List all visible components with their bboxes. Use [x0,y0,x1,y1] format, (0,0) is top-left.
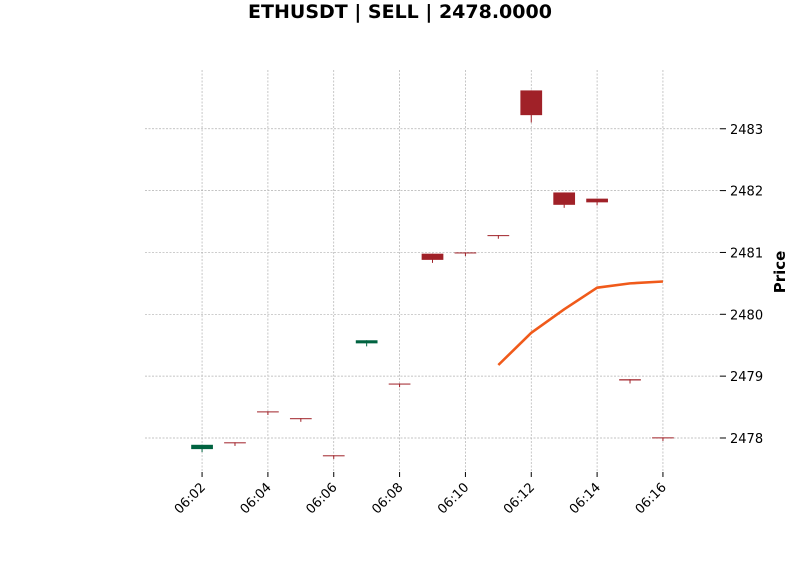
series-line [497,280,664,366]
y-tick-label: 2478 [730,432,763,447]
y-tick-label: 2479 [730,370,763,385]
x-tick-label: 06:12 [501,480,538,517]
candle-up [355,340,378,344]
candle-down [652,437,674,439]
x-tick-label: 06:06 [303,480,340,517]
candle-down [553,192,576,205]
y-tick-label: 2481 [730,246,763,261]
x-tick-label: 06:14 [567,480,604,517]
chart-title: ETHUSDT | SELL | 2478.0000 [248,1,552,23]
x-tick-label: 06:08 [369,480,406,517]
candle-down [289,418,312,420]
y-axis-label: Price [771,251,789,294]
candle-down [257,411,279,413]
y-tick-label: 2483 [730,123,763,138]
x-tick-label: 06:04 [238,480,275,517]
candle-down [619,379,641,381]
candle-layer [191,90,674,459]
candle-down [487,235,510,237]
candle-down [454,252,477,254]
candle-down [322,455,345,457]
candle-up [191,444,213,450]
candle-down [520,90,543,116]
y-tick-label: 2482 [730,185,763,200]
candle-down [421,253,444,260]
candle-down [586,198,608,203]
y-tick-label: 2480 [730,308,763,323]
grid-layer [145,70,720,472]
line-layer [497,280,664,366]
x-tick-label: 06:10 [435,480,472,517]
x-tick-label: 06:02 [172,480,209,517]
candle-down [388,383,411,385]
axis-layer: 06:02 06:04 06:06 06:08 06:10 06:12 06:14 06:16… [172,123,763,518]
candle-down [224,442,246,444]
x-tick-label: 06:16 [633,480,670,517]
